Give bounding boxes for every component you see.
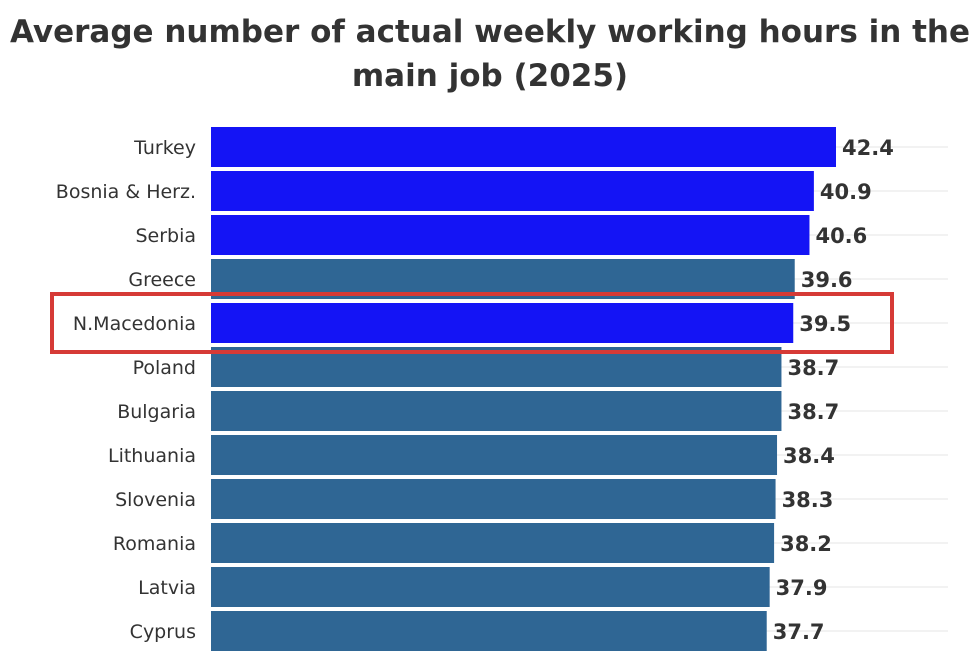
- bar-latvia: [211, 567, 770, 607]
- value-label-cyprus: 37.7: [773, 620, 825, 644]
- category-label-poland: Poland: [133, 357, 196, 379]
- value-label-lithuania: 38.4: [783, 444, 835, 468]
- bar-turkey: [211, 127, 836, 167]
- category-label-slovenia: Slovenia: [115, 489, 196, 511]
- category-label-serbia: Serbia: [135, 225, 196, 247]
- value-labels: 42.4 40.9 40.6 39.6 39.5 38.7 38.7 38.4 38.3 38.2…: [773, 136, 894, 644]
- bar-serbia: [211, 215, 810, 255]
- bar-cyprus: [211, 611, 767, 651]
- value-label-latvia: 37.9: [776, 576, 828, 600]
- value-label-serbia: 40.6: [815, 224, 867, 248]
- chart-title-line-1: Average number of actual weekly working …: [10, 14, 970, 50]
- category-label-cyprus: Cyprus: [130, 621, 196, 643]
- category-label-n-macedonia: N.Macedonia: [73, 313, 196, 335]
- chart-title: Average number of actual weekly working …: [0, 10, 980, 98]
- category-label-bulgaria: Bulgaria: [117, 401, 196, 423]
- emphasis-box-n-macedonia: [50, 292, 894, 354]
- category-label-latvia: Latvia: [138, 577, 196, 599]
- bar-bulgaria: [211, 391, 782, 431]
- value-label-turkey: 42.4: [842, 136, 894, 160]
- chart-title-line-2: main job (2025): [351, 58, 629, 94]
- category-label-lithuania: Lithuania: [108, 445, 196, 467]
- category-label-greece: Greece: [128, 269, 196, 291]
- category-label-romania: Romania: [113, 533, 196, 555]
- category-label-bosnia-herz: Bosnia & Herz.: [56, 181, 196, 203]
- category-label-turkey: Turkey: [133, 137, 196, 159]
- value-label-slovenia: 38.3: [782, 488, 834, 512]
- bar-lithuania: [211, 435, 778, 475]
- bars: [211, 127, 836, 651]
- value-label-bulgaria: 38.7: [787, 400, 839, 424]
- bar-n-macedonia: [211, 303, 794, 343]
- bar-bosnia-herz: [211, 171, 814, 211]
- bar-romania: [211, 523, 775, 563]
- value-label-greece: 39.6: [801, 268, 853, 292]
- category-labels: Turkey Bosnia & Herz. Serbia Greece N.Macedo…: [56, 137, 196, 643]
- value-label-bosnia-herz: 40.9: [820, 180, 872, 204]
- bar-slovenia: [211, 479, 776, 519]
- value-label-romania: 38.2: [780, 532, 832, 556]
- emphasis-layer: [50, 292, 894, 354]
- value-label-n-macedonia: 39.5: [799, 312, 851, 336]
- value-label-poland: 38.7: [787, 356, 839, 380]
